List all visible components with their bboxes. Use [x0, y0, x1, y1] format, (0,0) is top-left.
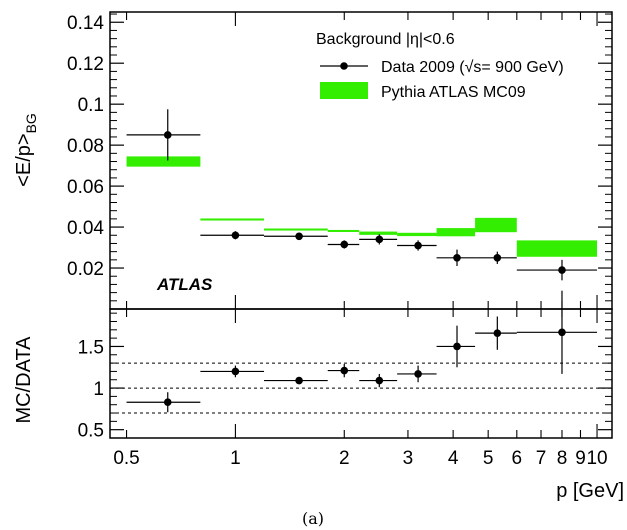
mc-band-4: [359, 231, 398, 235]
legend: Background |η|<0.6 Data 2009 (√s= 900 Ge…: [316, 31, 564, 101]
bottom-panel: 0.5 1 1.5 0.5 1 2 3 4 5 6 7 8 9 10: [78, 290, 613, 469]
mc-band-7: [475, 217, 517, 233]
top-data-point-5: [414, 241, 422, 250]
legend-title: Background |η|<0.6: [316, 31, 455, 48]
top-y-tick-label: 0.02: [67, 259, 104, 280]
top-panel: 0.02 0.04 0.06 0.08 0.1 0.12 0.14: [67, 11, 613, 310]
ratio-point-7: [493, 329, 502, 337]
ratio-point-8: [558, 328, 566, 337]
ratio-point-6: [453, 342, 461, 351]
bottom-y-axis-title: MC/DATA: [13, 336, 35, 424]
legend-mc-swatch: [320, 82, 368, 99]
top-data-point-1: [231, 231, 240, 240]
top-y-tick-label: 0.08: [67, 136, 104, 157]
top-data-point-2: [295, 232, 303, 241]
x-tick-label: 0.5: [113, 448, 139, 469]
top-data-point-7: [493, 253, 502, 262]
bottom-y-tick-label: 1: [93, 379, 104, 400]
x-axis-title: p [GeV]: [556, 480, 624, 502]
ratio-point-5: [414, 370, 422, 378]
mc-band-3: [327, 229, 360, 232]
x-tick-label: 5: [483, 448, 494, 469]
top-y-tick-label: 0.04: [67, 218, 104, 239]
atlas-label: ATLAS: [156, 275, 213, 294]
top-y-tick-label: 0.12: [67, 54, 104, 75]
bottom-y-tick-label: 0.5: [78, 421, 104, 442]
top-y-axis-title-subscript: BG: [23, 113, 39, 133]
x-tick-label: 3: [403, 448, 414, 469]
top-y-tick-label: 0.06: [67, 177, 104, 198]
mc-band-6: [436, 228, 476, 237]
top-y-axis-title: <E/p>BG: [13, 113, 39, 187]
ratio-point-1: [231, 367, 240, 376]
x-tick-label: 9: [575, 448, 586, 469]
ratio-point-2: [295, 376, 303, 385]
ratio-point-4: [375, 376, 384, 385]
x-tick-label: 1: [230, 448, 241, 469]
top-data-point-4: [375, 235, 384, 244]
x-tick-label: 10: [586, 448, 607, 469]
x-tick-label: 4: [448, 448, 459, 469]
mc-band-1: [200, 218, 265, 221]
top-y-axis-title-main: <E/p>: [13, 133, 35, 186]
x-tick-label: 7: [536, 448, 547, 469]
legend-data-label: Data 2009 (√s= 900 GeV): [381, 59, 564, 76]
x-tick-label: 8: [557, 448, 568, 469]
top-data-point-3: [340, 240, 349, 249]
top-y-tick-label: 0.1: [78, 95, 104, 116]
bottom-y-tick-label: 1.5: [78, 337, 104, 358]
legend-data-marker-dot: [340, 62, 348, 70]
ratio-point-3: [340, 366, 349, 375]
x-tick-label: 6: [512, 448, 523, 469]
top-data-point-8: [558, 266, 566, 274]
top-y-tick-label: 0.14: [67, 13, 104, 34]
mc-band-8: [516, 240, 598, 257]
top-data-point-0: [163, 131, 172, 139]
mc-band-0: [126, 156, 201, 167]
bottom-plot-frame: [109, 308, 613, 439]
figure-caption: (a): [302, 509, 324, 528]
mc-band-2: [264, 228, 328, 231]
ratio-point-0: [163, 398, 172, 407]
mc-band-5: [397, 232, 437, 237]
top-data-point-6: [453, 253, 461, 262]
legend-mc-label: Pythia ATLAS MC09: [381, 84, 526, 101]
x-tick-label: 2: [339, 448, 350, 469]
